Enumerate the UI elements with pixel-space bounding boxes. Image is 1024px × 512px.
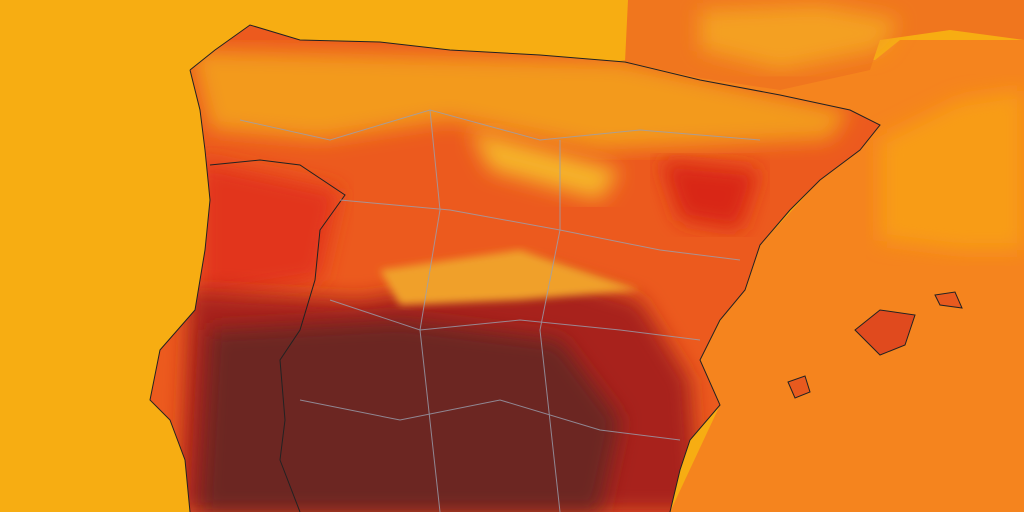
- mallorca: [854, 309, 916, 356]
- france-highlands: [700, 5, 900, 70]
- ibiza: [787, 375, 811, 399]
- border: [209, 159, 346, 512]
- west-hot: [200, 160, 340, 300]
- warm-sea-patch: [880, 90, 1024, 250]
- ebro-highlands: [470, 130, 620, 200]
- south-hottest: [200, 320, 620, 512]
- ebro-hot: [660, 160, 760, 230]
- coastline: [149, 24, 881, 512]
- menorca: [934, 291, 963, 309]
- central-range: [380, 250, 640, 305]
- regions: [239, 109, 761, 512]
